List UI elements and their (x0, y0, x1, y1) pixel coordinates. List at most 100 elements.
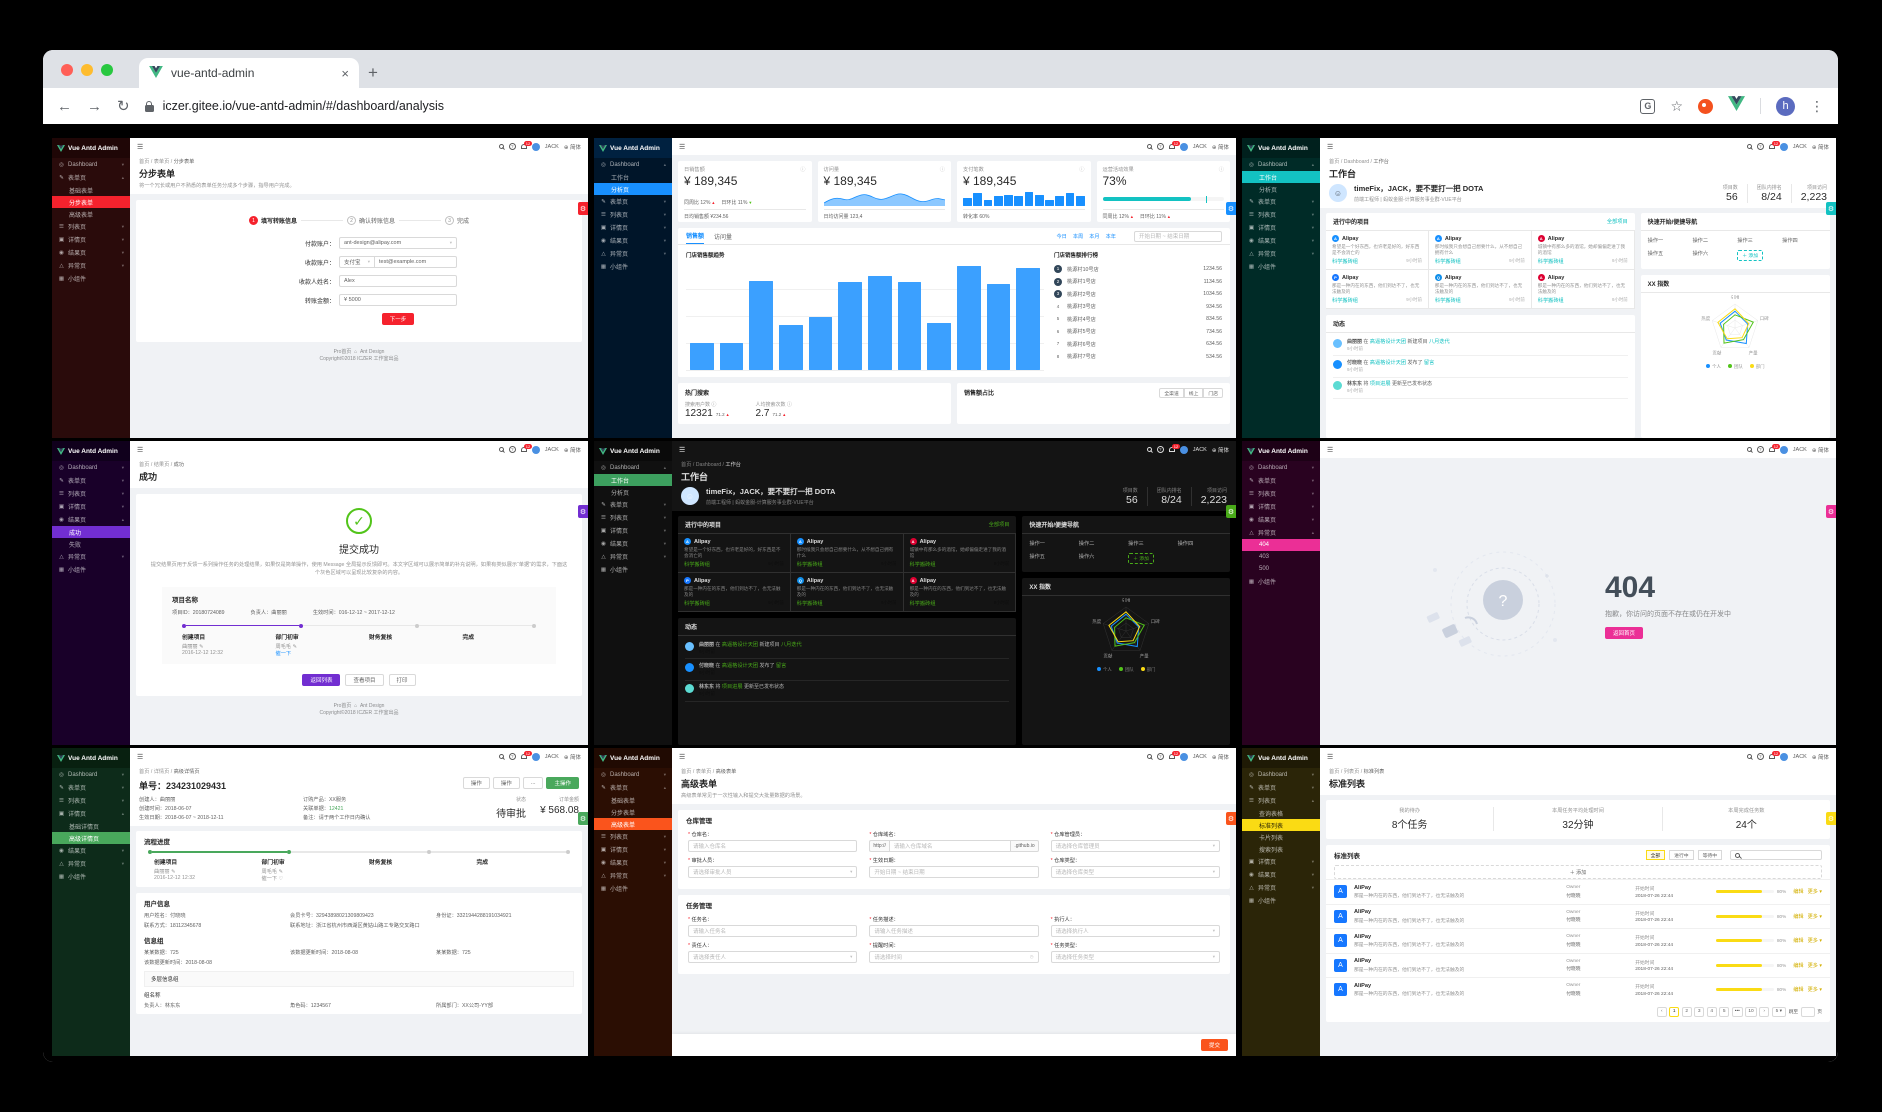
theme-settings-gear-button[interactable]: ⚙ (578, 812, 588, 825)
sidebar-item-1[interactable]: ✎ 表单页 ▾ (59, 784, 124, 793)
select-field[interactable]: 请选择执行人 ▾ (1050, 925, 1220, 937)
filter-button[interactable]: 进行中 (1669, 850, 1694, 860)
row-action-link[interactable]: 更多 ▾ (1807, 889, 1822, 896)
user-avatar[interactable] (1779, 752, 1788, 761)
add-op-button[interactable]: ＋ 添加 (1128, 553, 1154, 564)
extension-icon[interactable] (1698, 98, 1713, 114)
project-card[interactable]: A Alipay 城镇中有那么多的酒馆，她却偏偏走进了我的酒馆 科学搬砖组 9小时前 (1531, 231, 1635, 270)
date-range-picker[interactable]: 开始日期 ~ 结束日期 (1134, 230, 1222, 242)
search-icon[interactable] (1746, 447, 1752, 452)
quick-op-link[interactable]: 操作一 (1647, 238, 1664, 244)
collapse-trigger-icon[interactable]: ☰ (679, 446, 686, 454)
sidebar-subitem[interactable]: 成功 (52, 526, 130, 538)
help-icon[interactable]: ? (508, 753, 516, 760)
sidebar-item-3[interactable]: ▣ 详情页 ▾ (58, 503, 124, 512)
list-row[interactable]: A AliPay 那是一种内在的东西，他们到达不了，也无法触及的 Owner 付晓晓… (1326, 952, 1830, 978)
tab-close-icon[interactable]: × (341, 65, 349, 81)
collapse-trigger-icon[interactable]: ☰ (1327, 143, 1334, 151)
theme-settings-gear-button[interactable]: ⚙ (1826, 812, 1836, 825)
browser-tab[interactable]: vue-antd-admin × (139, 58, 359, 88)
minimize-window-button[interactable] (81, 64, 93, 76)
row-action-link[interactable]: 更多 ▾ (1807, 987, 1822, 994)
sidebar-item-0[interactable]: ◎ Dashboard ▴ (1249, 161, 1314, 168)
sidebar-subitem[interactable]: 分析页 (594, 183, 672, 195)
sidebar-item-4[interactable]: ◉ 结果页 ▾ (601, 237, 666, 246)
mini-app-logo[interactable]: Vue Antd Admin (594, 748, 672, 768)
mini-app-logo[interactable]: Vue Antd Admin (52, 138, 130, 158)
sidebar-item-0[interactable]: ◎ Dashboard ▴ (601, 464, 666, 471)
quick-op-link[interactable]: 操作三 (1128, 541, 1144, 547)
all-projects-link[interactable]: 全部项目 (988, 522, 1010, 528)
translate-icon[interactable]: G (1640, 98, 1656, 114)
input-field[interactable]: 请输入任务描述 (869, 925, 1039, 937)
jump-input[interactable] (1800, 1006, 1815, 1017)
search-icon[interactable] (498, 447, 504, 452)
collapse-trigger-icon[interactable]: ☰ (679, 753, 686, 761)
sidebar-item-5[interactable]: △ 异常页 ▾ (59, 262, 124, 271)
select-field[interactable]: 请选择任务类型 ▾ (1050, 951, 1220, 963)
sidebar-subitem[interactable]: 500 (1259, 566, 1270, 572)
list-row[interactable]: A AliPay 那是一种内在的东西，他们到达不了，也无法触及的 Owner 付晓晓… (1326, 903, 1830, 929)
notification-bell-icon[interactable]: 12 (1768, 751, 1780, 759)
notification-bell-icon[interactable]: 12 (520, 141, 532, 149)
user-name[interactable]: JACK (1192, 753, 1207, 760)
help-icon[interactable]: ? (508, 143, 516, 150)
project-card[interactable]: Q Alipay 那是一种内在的东西，他们到达不了，也无法触及的 科学搬砖组 9小时… (1428, 270, 1532, 309)
close-window-button[interactable] (61, 64, 73, 76)
help-icon[interactable]: ? (1156, 753, 1164, 760)
theme-settings-gear-button[interactable]: ⚙ (1826, 505, 1836, 518)
language-switch[interactable]: ⊕ 简体 (1811, 754, 1829, 761)
sidebar-item-3[interactable]: ▣ 详情页 ▾ (1248, 858, 1314, 867)
footer-link[interactable]: Pro首页 (333, 349, 352, 355)
input-field[interactable]: 请输入任务名 (688, 925, 858, 937)
project-group-link[interactable]: 科学搬砖组 (909, 562, 936, 568)
search-icon[interactable] (1146, 144, 1152, 149)
add-item-button[interactable]: ＋ 添加 (1334, 865, 1822, 879)
list-row[interactable]: A AliPay 那是一种内在的东西，他们到达不了，也无法触及的 Owner 付晓晓… (1326, 977, 1830, 1002)
project-card[interactable]: P Alipay 那是一种内在的东西，他们到达不了，也无法触及的 科学搬砖组 9小时… (678, 573, 791, 612)
notification-bell-icon[interactable]: 12 (520, 751, 532, 759)
sidebar-item-5[interactable]: △ 异常页 ▾ (601, 872, 666, 881)
sidebar-item-5[interactable]: △ 异常页 ▾ (59, 553, 124, 562)
sidebar-subitem[interactable]: 分析页 (1259, 187, 1278, 194)
page-number[interactable]: 2 (1681, 1006, 1692, 1017)
search-icon[interactable] (498, 754, 504, 759)
project-card[interactable]: A Alipay 那是一种内在的东西，他们到达不了，也无法触及的 科学搬砖组 9小时… (1531, 270, 1635, 309)
result-button[interactable]: 返回列表 (302, 673, 341, 686)
page-number[interactable]: ••• (1731, 1006, 1743, 1017)
page-number[interactable]: 4 (1706, 1006, 1717, 1017)
sidebar-subitem[interactable]: 卡片列表 (1259, 835, 1284, 842)
project-group-link[interactable]: 科学搬砖组 (684, 601, 710, 607)
sidebar-subitem[interactable]: 基础详情页 (69, 824, 100, 831)
sidebar-item-0[interactable]: ◎ Dashboard ▾ (1249, 464, 1314, 471)
sidebar-item-2[interactable]: ☰ 列表页 ▾ (601, 833, 666, 842)
tab-销售额[interactable]: 销售额 (686, 228, 705, 244)
sidebar-item-1[interactable]: ✎ 表单页 ▾ (1249, 784, 1314, 793)
sidebar-item-4[interactable]: ◉ 结果页 ▾ (1249, 237, 1314, 246)
sidebar-subitem[interactable]: 基础表单 (69, 188, 94, 195)
channel-button[interactable]: 全渠道 (1159, 388, 1184, 398)
collapse-trigger-icon[interactable]: ☰ (137, 753, 144, 761)
sidebar-item-4[interactable]: ◉ 结果页 ▾ (59, 249, 124, 258)
mini-app-logo[interactable]: Vue Antd Admin (594, 441, 672, 461)
zoom-window-button[interactable] (101, 64, 113, 76)
language-switch[interactable]: ⊕ 简体 (1211, 144, 1229, 151)
sidebar-item-5[interactable]: △ 异常页 ▾ (1249, 884, 1314, 893)
row-action-link[interactable]: 编辑 (1793, 913, 1804, 920)
primary-action-button[interactable]: 主操作 (546, 777, 579, 789)
notification-bell-icon[interactable]: 12 (1168, 751, 1180, 759)
sidebar-subitem[interactable]: 标准列表 (1242, 819, 1320, 831)
sidebar-item-5[interactable]: △ 异常页 ▾ (1249, 250, 1314, 259)
footer-link[interactable]: Ant Design (359, 349, 385, 355)
project-card[interactable]: A Alipay 希望是一个好东西，也许老是好的，好东西是不会消亡的 科学搬砖组 9… (678, 534, 791, 573)
sidebar-subitem[interactable]: 工作台 (611, 175, 630, 182)
profile-avatar[interactable]: h (1776, 96, 1795, 116)
user-name[interactable]: JACK (544, 446, 559, 453)
quick-op-link[interactable]: 操作二 (1692, 238, 1709, 244)
help-icon[interactable]: ? (1756, 446, 1764, 453)
project-group-link[interactable]: 科学搬砖组 (684, 562, 710, 568)
sidebar-item-2[interactable]: ☰ 列表页 ▾ (59, 223, 124, 232)
channel-button[interactable]: 线上 (1183, 388, 1204, 398)
quick-op-link[interactable]: 操作四 (1177, 541, 1194, 547)
project-group-link[interactable]: 科学搬砖组 (1434, 298, 1461, 304)
